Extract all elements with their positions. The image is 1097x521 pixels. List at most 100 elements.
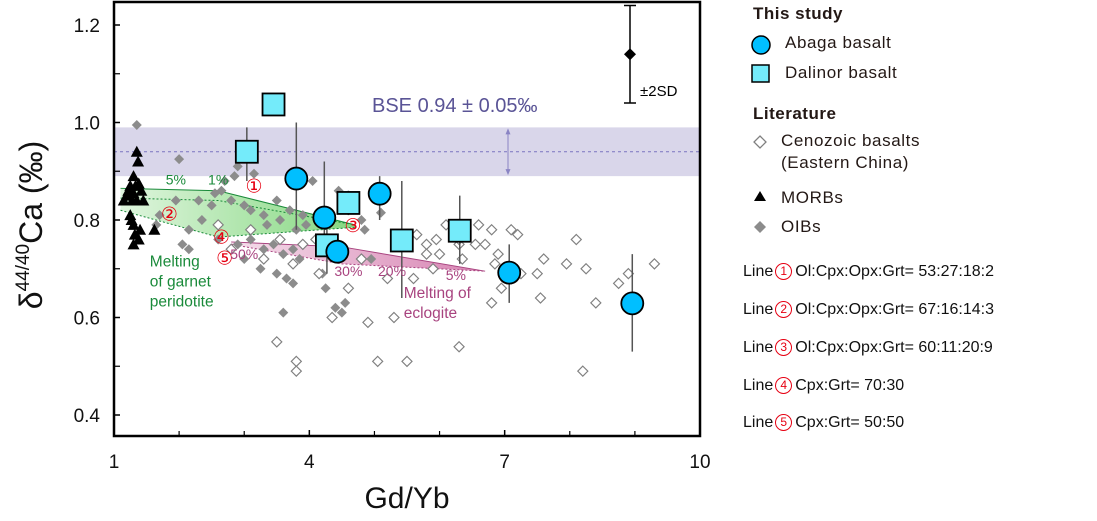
- oib-point: [288, 244, 299, 255]
- oib-point: [229, 171, 240, 182]
- morb-point: [132, 233, 145, 245]
- bse-label: BSE 0.94 ± 0.05‰: [372, 95, 538, 117]
- oib-point: [219, 176, 230, 186]
- cenozoic-point: [342, 282, 355, 295]
- cenozoic-point: [270, 336, 283, 348]
- annotation-layer: ±2SD ① ② ③ ④⑤ 5% 1% 50% 30% 20% 5% Melting of garnet…: [150, 4, 678, 322]
- oib-point: [262, 219, 273, 230]
- legend-cenozoic-line2: (Eastern China): [781, 153, 910, 172]
- legend-literature-heading: Literature: [753, 104, 837, 123]
- circled-label: ①: [245, 175, 262, 197]
- cenozoic-point: [456, 253, 469, 265]
- oib-point: [320, 283, 331, 294]
- axes-layer: 1 4 7 10 0.4 0.6 0.8 1.0 1.2 Gd/Yb δ44/40Ca (‰): [13, 0, 711, 515]
- cenozoic-point: [469, 238, 482, 251]
- morb-point: [148, 223, 161, 235]
- model-label: Melting of: [404, 285, 472, 302]
- cenozoic-point: [355, 253, 368, 265]
- oib-point: [340, 297, 351, 308]
- abaga-point: [325, 239, 350, 264]
- percent-label: 5%: [166, 171, 186, 187]
- oib-point: [248, 168, 259, 179]
- model-line-2: [120, 197, 355, 226]
- cenozoic-point: [420, 238, 433, 251]
- cenozoic-point: [407, 272, 420, 285]
- cenozoic-point: [531, 267, 544, 280]
- x-tick-label: 1: [109, 452, 120, 473]
- oib-point: [258, 210, 269, 221]
- y-tick-label: 0.6: [74, 309, 100, 330]
- cenozoic-point: [570, 233, 583, 246]
- sd-diamond: [624, 48, 636, 61]
- x-tick-label: 4: [304, 452, 315, 473]
- model-label: Melting: [150, 253, 200, 270]
- y-tick-label: 0.8: [74, 211, 100, 232]
- oib-point: [375, 207, 386, 218]
- dalinor-point: [234, 139, 259, 164]
- oib-point: [336, 307, 347, 318]
- morb-point: [135, 184, 148, 196]
- circled-number: 2: [775, 301, 793, 318]
- morb-point: [127, 170, 140, 182]
- oib-point: [356, 215, 367, 225]
- oib-point: [307, 176, 318, 186]
- dalinor-point: [447, 218, 472, 243]
- morb-point: [117, 194, 130, 206]
- oib-point: [278, 249, 289, 260]
- oib-point: [330, 302, 341, 313]
- cenozoic-point: [505, 223, 518, 236]
- morb-point: [129, 179, 142, 191]
- abaga-point: [367, 181, 392, 206]
- morb-point: [132, 155, 145, 167]
- oib-point: [154, 210, 165, 221]
- model-label: of garnet: [150, 273, 212, 290]
- oib-point: [232, 239, 243, 250]
- cenozoic-point: [472, 219, 485, 231]
- oib-point: [226, 195, 237, 206]
- circled-label: ②: [161, 204, 178, 226]
- oib-point: [366, 254, 377, 264]
- circled-number: 4: [775, 377, 793, 394]
- y-tick-label: 0.4: [74, 406, 101, 427]
- oib-point: [174, 154, 185, 165]
- oib-point: [239, 254, 250, 264]
- study-points-layer: [234, 92, 645, 352]
- oib-point: [239, 200, 250, 211]
- oib-point: [268, 239, 279, 250]
- morb-point: [134, 223, 147, 235]
- oib-point: [281, 273, 292, 284]
- oib-point: [271, 268, 282, 279]
- cenozoic-point: [495, 282, 508, 295]
- circled-label: ④: [213, 227, 230, 249]
- cenozoic-point: [433, 248, 446, 260]
- cenozoic-point: [274, 233, 286, 246]
- line-legend-3: Line 3 Ol:Cpx:Opx:Grt= 60:11:20:9: [743, 339, 993, 356]
- line-legend-2: Line 2 Ol:Cpx:Opx:Grt= 67:16:14:3: [743, 301, 995, 318]
- abaga-point: [620, 291, 645, 316]
- abaga-point: [284, 166, 309, 191]
- oib-point: [206, 200, 217, 211]
- oib-point: [177, 239, 188, 250]
- morb-point: [127, 238, 140, 250]
- cenozoic-point: [511, 228, 524, 241]
- abaga-point: [312, 205, 337, 230]
- cenozoic-point: [287, 258, 299, 270]
- cenozoic-point: [326, 311, 338, 324]
- x-tick-label: 10: [689, 452, 710, 473]
- cenozoic-point: [244, 223, 257, 236]
- oib-point: [297, 210, 308, 221]
- sd-label: ±2SD: [640, 83, 678, 100]
- oib-point: [288, 278, 299, 289]
- model-label: eclogite: [404, 305, 457, 322]
- cenozoic-point: [648, 258, 661, 270]
- arrow-down-icon: [505, 169, 511, 176]
- cenozoic-point: [362, 316, 374, 329]
- legend-square-icon: [751, 64, 770, 83]
- cenozoic-point: [560, 258, 573, 270]
- cenozoic-point: [381, 272, 394, 285]
- oib-point: [170, 195, 181, 206]
- cenozoic-point: [296, 238, 309, 251]
- oib-point: [278, 307, 289, 318]
- circled-number: 1: [775, 263, 793, 280]
- legend-morbs: MORBs: [781, 188, 844, 207]
